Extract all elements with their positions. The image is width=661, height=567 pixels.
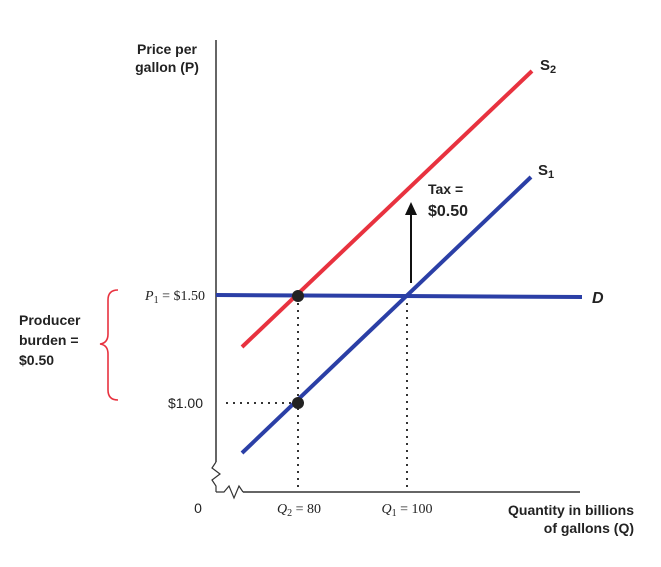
producer-burden-line3: $0.50 [19,352,54,368]
demand-d-label: D [592,290,604,307]
tax-label-line1: Tax = [428,181,463,197]
x-axis-label-line2: of gallons (Q) [544,520,634,536]
y-axis-break [211,461,221,492]
equilibrium-point-taxed [292,290,304,302]
tax-label-line2: $0.50 [428,203,468,220]
y-axis-label-line2: gallon (P) [135,59,199,75]
y-tick-p1: P1 = $1.50 [144,289,205,306]
supply-curve-s1 [240,175,533,455]
y-tick-1-00: $1.00 [168,395,203,411]
producer-price-point [292,397,304,409]
producer-burden-line2: burden = [19,332,79,348]
x-axis-break [216,484,244,500]
tax-arrow-head [405,202,417,215]
x-tick-q1: Q1 = 100 [381,502,432,519]
supply-s2-label: S2 [540,57,556,76]
y-axis-label-line1: Price per [137,41,197,57]
demand-curve [215,293,583,299]
x-axis-label-line1: Quantity in billions [508,502,634,518]
origin-label: 0 [194,500,202,516]
producer-burden-line1: Producer [19,312,81,328]
supply-curve-s2 [240,69,534,349]
producer-burden-brace [99,289,119,401]
x-tick-q2: Q2 = 80 [277,502,321,519]
supply-s1-label: S1 [538,162,554,181]
